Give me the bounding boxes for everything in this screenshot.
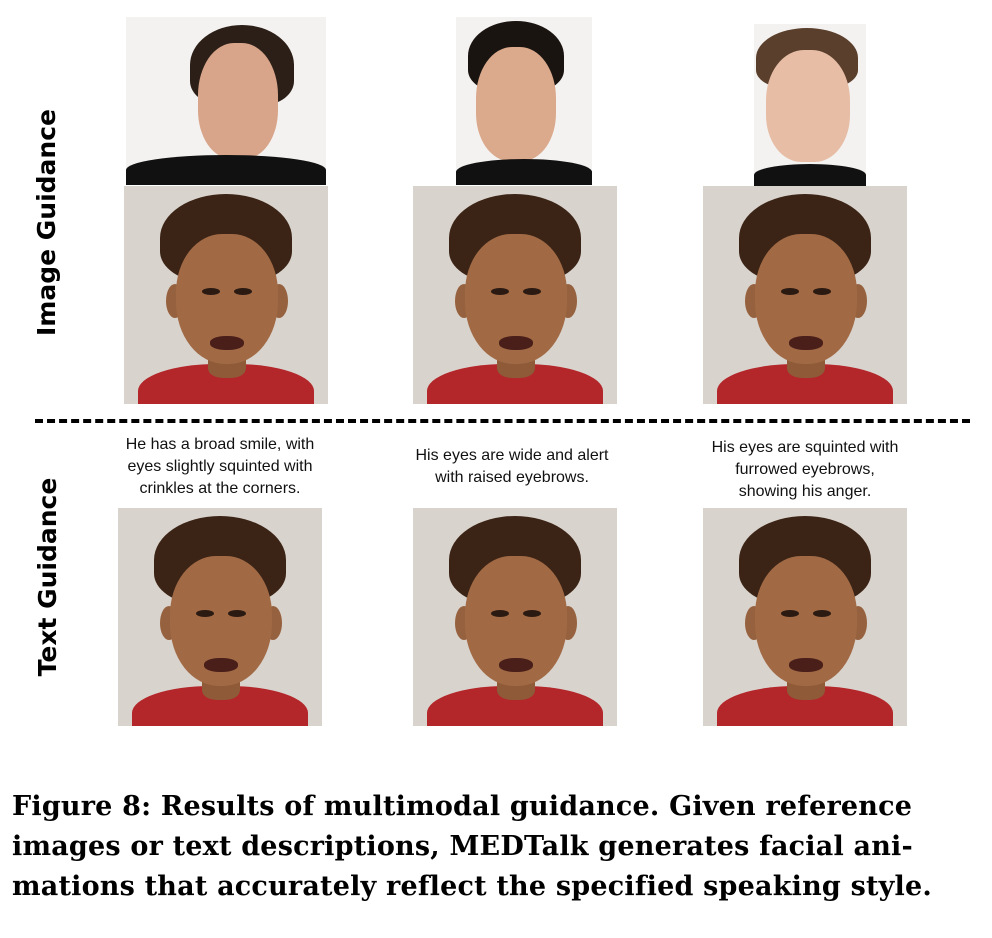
reference-photo-2 <box>456 17 592 185</box>
rendered-face-image-3 <box>703 186 907 404</box>
text-description-1: He has a broad smile, with eyes slightly… <box>125 436 315 497</box>
figure-caption: Figure 8: Results of multimodal guidance… <box>12 791 932 902</box>
rendered-face-image-1 <box>124 186 328 404</box>
rendered-face-text-1 <box>118 508 322 726</box>
text-description-3: His eyes are squinted with furrowed eyeb… <box>711 439 899 500</box>
reference-photo-3 <box>754 24 866 186</box>
rendered-face-text-3 <box>703 508 907 726</box>
section-divider <box>35 419 970 423</box>
reference-photo-1 <box>126 17 326 185</box>
rendered-face-text-2 <box>413 508 617 726</box>
row-label-text-guidance: Text Guidance <box>33 477 62 677</box>
rendered-face-image-2 <box>413 186 617 404</box>
text-description-2: His eyes are wide and alert with raised … <box>415 447 609 486</box>
row-label-image-guidance: Image Guidance <box>32 108 61 336</box>
